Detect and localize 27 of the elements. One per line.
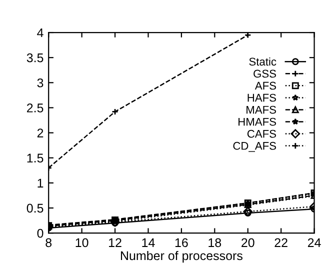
y-tick-label: 0 (37, 228, 44, 238)
legend-label: MAFS (246, 106, 276, 114)
legend-label: GSS (254, 70, 276, 78)
x-tick-label: 8 (46, 238, 52, 248)
legend-label: CAFS (247, 130, 276, 138)
y-tick-label: 0.5 (26, 204, 44, 213)
y-tick-label: 1.5 (27, 154, 44, 163)
y-tick-label: 1 (38, 178, 44, 188)
x-tick-label: 18 (208, 238, 222, 248)
y-tick-label: 4 (37, 28, 44, 38)
x-tick-label: 24 (308, 238, 321, 247)
legend-label: AFS (254, 82, 276, 90)
legend-label: HMAFS (238, 118, 276, 126)
x-tick-label: 10 (76, 238, 88, 248)
y-tick-label: 2 (37, 128, 44, 138)
legend-label: HAFS (248, 94, 276, 102)
x-tick-label: 20 (242, 238, 254, 248)
legend-label: CD_AFS (233, 142, 276, 152)
x-tick-label: 14 (142, 238, 155, 247)
x-tick-label: 12 (109, 238, 122, 247)
y-tick-label: 3.5 (26, 53, 44, 62)
x-tick-label: 22 (274, 238, 288, 247)
y-tick-label: 3 (37, 78, 44, 88)
x-tick-label: 16 (175, 238, 188, 248)
legend-label: Static (249, 57, 276, 66)
x-axis-title: Number of processors (120, 250, 242, 263)
y-tick-label: 2.5 (26, 104, 44, 112)
